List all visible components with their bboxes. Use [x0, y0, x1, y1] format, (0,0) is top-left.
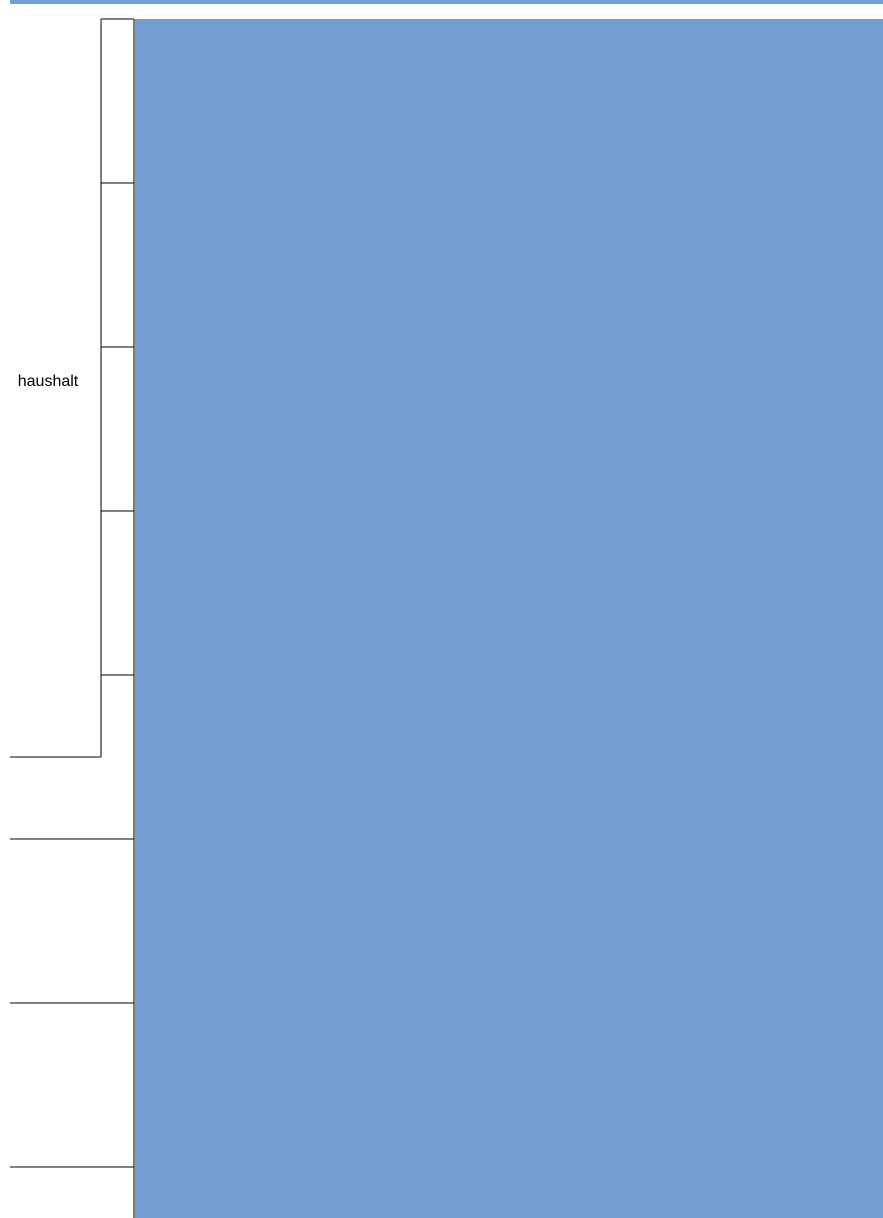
bar-4 — [134, 511, 883, 675]
bar-1 — [134, 19, 883, 183]
group-label-haushalt: haushalt — [18, 373, 79, 390]
bar-7 — [134, 1003, 883, 1167]
bar-2 — [134, 183, 883, 347]
bar-5 — [134, 675, 883, 839]
bar-3 — [134, 347, 883, 511]
bar-8 — [134, 1167, 883, 1218]
bar-6 — [134, 839, 883, 1003]
top-band — [10, 0, 883, 4]
